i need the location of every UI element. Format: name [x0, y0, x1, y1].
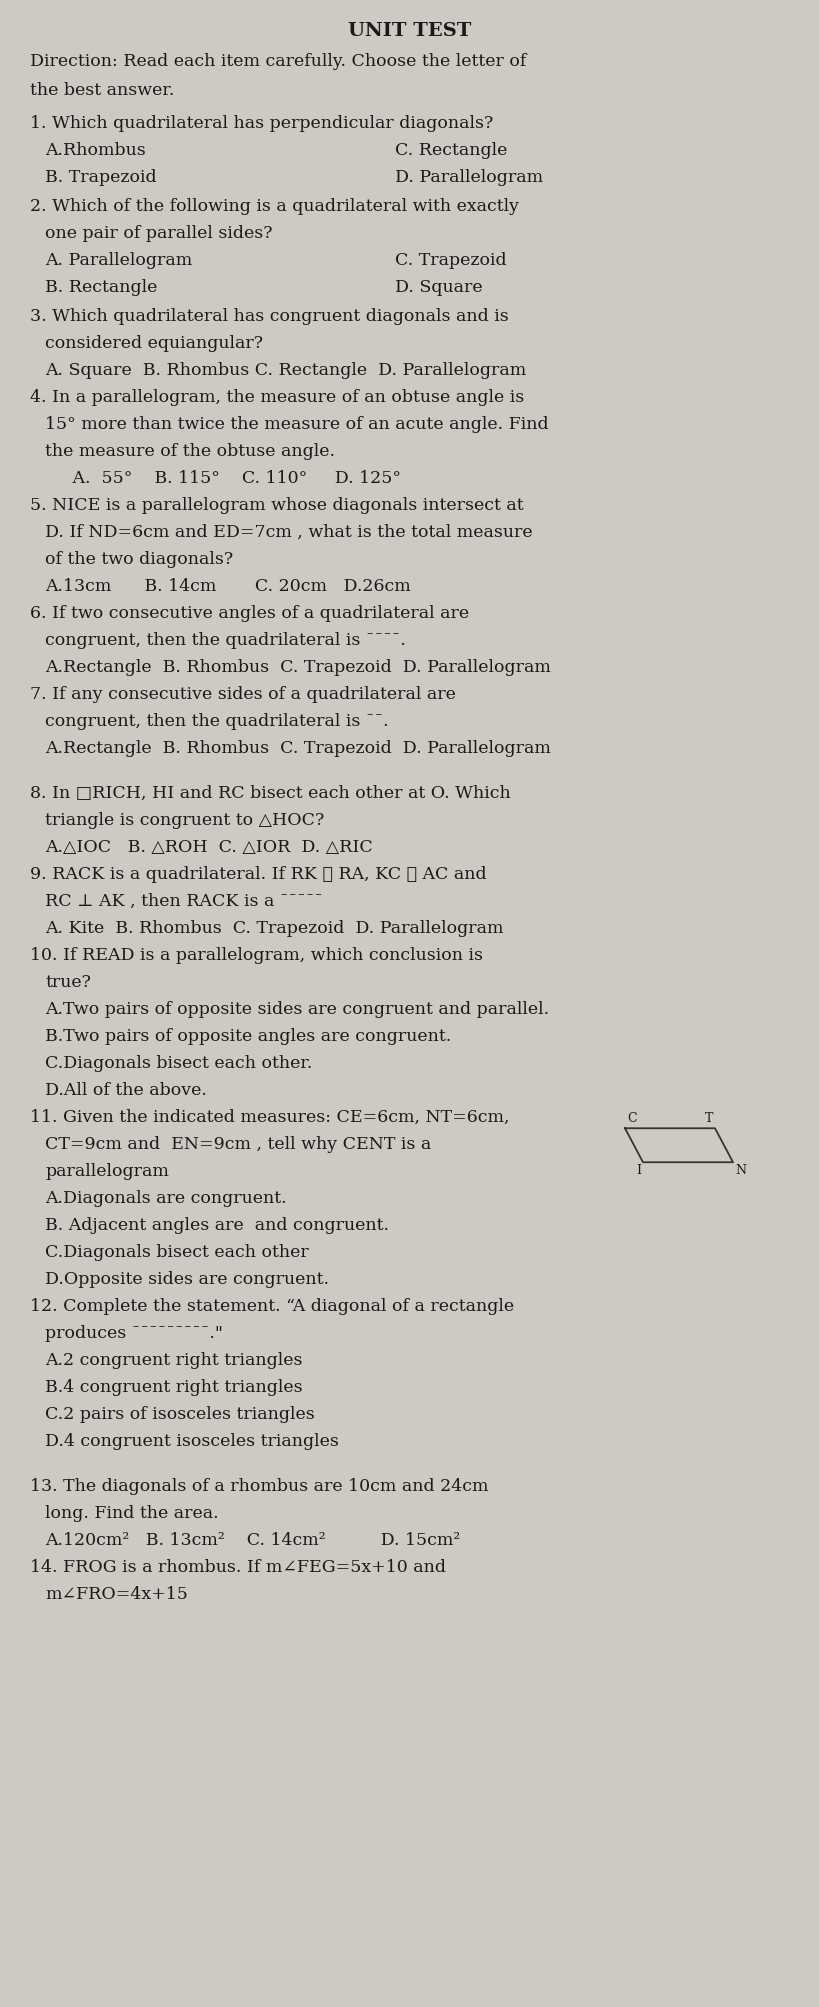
Text: 4. In a parallelogram, the measure of an obtuse angle is: 4. In a parallelogram, the measure of an… [30, 389, 524, 405]
Text: triangle is congruent to △HOC?: triangle is congruent to △HOC? [45, 813, 324, 829]
Text: C.2 pairs of isosceles triangles: C.2 pairs of isosceles triangles [45, 1407, 314, 1423]
Text: one pair of parallel sides?: one pair of parallel sides? [45, 225, 273, 243]
Text: D. Square: D. Square [395, 279, 482, 295]
Text: 12. Complete the statement. “A diagonal of a rectangle: 12. Complete the statement. “A diagonal … [30, 1299, 514, 1315]
Text: congruent, then the quadrilateral is ¯¯¯¯.: congruent, then the quadrilateral is ¯¯¯… [45, 632, 406, 648]
Text: the measure of the obtuse angle.: the measure of the obtuse angle. [45, 444, 335, 460]
Text: D.4 congruent isosceles triangles: D.4 congruent isosceles triangles [45, 1433, 339, 1451]
Text: D.Opposite sides are congruent.: D.Opposite sides are congruent. [45, 1270, 329, 1288]
Text: 1. Which quadrilateral has perpendicular diagonals?: 1. Which quadrilateral has perpendicular… [30, 114, 493, 132]
Text: CT=9cm and  EN=9cm , tell why CENT is a: CT=9cm and EN=9cm , tell why CENT is a [45, 1136, 432, 1154]
Text: 11. Given the indicated measures: CE=6cm, NT=6cm,: 11. Given the indicated measures: CE=6cm… [30, 1110, 509, 1126]
Text: considered equiangular?: considered equiangular? [45, 335, 263, 353]
Text: B. Rectangle: B. Rectangle [45, 279, 157, 295]
Text: 14. FROG is a rhombus. If m∠FEG=5x+10 and: 14. FROG is a rhombus. If m∠FEG=5x+10 an… [30, 1559, 446, 1575]
Text: A.Rhombus: A.Rhombus [45, 142, 146, 159]
Text: produces ¯¯¯¯¯¯¯¯¯.": produces ¯¯¯¯¯¯¯¯¯." [45, 1325, 223, 1343]
Text: RC ⊥ AK , then RACK is a ¯¯¯¯¯: RC ⊥ AK , then RACK is a ¯¯¯¯¯ [45, 893, 323, 911]
Text: C: C [627, 1112, 636, 1126]
Text: N: N [735, 1164, 746, 1178]
Text: true?: true? [45, 973, 91, 991]
Text: the best answer.: the best answer. [30, 82, 174, 98]
Text: A.Rectangle  B. Rhombus  C. Trapezoid  D. Parallelogram: A.Rectangle B. Rhombus C. Trapezoid D. P… [45, 741, 551, 757]
Text: 9. RACK is a quadrilateral. If RK ≅ RA, KC ≅ AC and: 9. RACK is a quadrilateral. If RK ≅ RA, … [30, 867, 486, 883]
Text: 15° more than twice the measure of an acute angle. Find: 15° more than twice the measure of an ac… [45, 415, 549, 434]
Text: A.13cm      B. 14cm       C. 20cm   D.26cm: A.13cm B. 14cm C. 20cm D.26cm [45, 578, 411, 596]
Text: A.120cm²   B. 13cm²    C. 14cm²          D. 15cm²: A.120cm² B. 13cm² C. 14cm² D. 15cm² [45, 1531, 460, 1549]
Text: A.Rectangle  B. Rhombus  C. Trapezoid  D. Parallelogram: A.Rectangle B. Rhombus C. Trapezoid D. P… [45, 658, 551, 676]
Text: C. Trapezoid: C. Trapezoid [395, 253, 507, 269]
Text: B. Adjacent angles are  and congruent.: B. Adjacent angles are and congruent. [45, 1218, 389, 1234]
Text: of the two diagonals?: of the two diagonals? [45, 552, 233, 568]
Text: C.Diagonals bisect each other.: C.Diagonals bisect each other. [45, 1056, 312, 1072]
Text: long. Find the area.: long. Find the area. [45, 1505, 219, 1521]
Text: A.  55°    B. 115°    C. 110°     D. 125°: A. 55° B. 115° C. 110° D. 125° [45, 470, 401, 488]
Text: B.4 congruent right triangles: B.4 congruent right triangles [45, 1379, 303, 1397]
Text: C. Rectangle: C. Rectangle [395, 142, 508, 159]
Text: A.Two pairs of opposite sides are congruent and parallel.: A.Two pairs of opposite sides are congru… [45, 1001, 549, 1018]
Text: 8. In □RICH, HI and RC bisect each other at O. Which: 8. In □RICH, HI and RC bisect each other… [30, 785, 511, 803]
Text: 6. If two consecutive angles of a quadrilateral are: 6. If two consecutive angles of a quadri… [30, 606, 469, 622]
Text: 10. If READ is a parallelogram, which conclusion is: 10. If READ is a parallelogram, which co… [30, 947, 483, 963]
Text: D. Parallelogram: D. Parallelogram [395, 169, 543, 187]
Text: congruent, then the quadrilateral is ¯¯.: congruent, then the quadrilateral is ¯¯. [45, 712, 389, 731]
Text: A. Parallelogram: A. Parallelogram [45, 253, 192, 269]
Text: B. Trapezoid: B. Trapezoid [45, 169, 156, 187]
Text: m∠FRO=4x+15: m∠FRO=4x+15 [45, 1586, 188, 1604]
Text: UNIT TEST: UNIT TEST [348, 22, 471, 40]
Text: A.△IOC   B. △ROH  C. △IOR  D. △RIC: A.△IOC B. △ROH C. △IOR D. △RIC [45, 839, 373, 857]
Text: 5. NICE is a parallelogram whose diagonals intersect at: 5. NICE is a parallelogram whose diagona… [30, 498, 523, 514]
Text: D.All of the above.: D.All of the above. [45, 1082, 207, 1100]
Text: A.Diagonals are congruent.: A.Diagonals are congruent. [45, 1190, 287, 1208]
Text: 7. If any consecutive sides of a quadrilateral are: 7. If any consecutive sides of a quadril… [30, 686, 456, 702]
Text: 2. Which of the following is a quadrilateral with exactly: 2. Which of the following is a quadrilat… [30, 199, 519, 215]
Text: T: T [704, 1112, 713, 1126]
Text: 13. The diagonals of a rhombus are 10cm and 24cm: 13. The diagonals of a rhombus are 10cm … [30, 1479, 488, 1495]
Text: parallelogram: parallelogram [45, 1164, 169, 1180]
Text: C.Diagonals bisect each other: C.Diagonals bisect each other [45, 1244, 309, 1260]
Text: A.2 congruent right triangles: A.2 congruent right triangles [45, 1353, 302, 1369]
Text: Direction: Read each item carefully. Choose the letter of: Direction: Read each item carefully. Cho… [30, 54, 527, 70]
Text: A. Square  B. Rhombus C. Rectangle  D. Parallelogram: A. Square B. Rhombus C. Rectangle D. Par… [45, 361, 527, 379]
Text: A. Kite  B. Rhombus  C. Trapezoid  D. Parallelogram: A. Kite B. Rhombus C. Trapezoid D. Paral… [45, 921, 504, 937]
Text: I: I [636, 1164, 641, 1178]
Text: B.Two pairs of opposite angles are congruent.: B.Two pairs of opposite angles are congr… [45, 1028, 451, 1046]
Text: 3. Which quadrilateral has congruent diagonals and is: 3. Which quadrilateral has congruent dia… [30, 309, 509, 325]
Text: D. If ND=6cm and ED=7cm , what is the total measure: D. If ND=6cm and ED=7cm , what is the to… [45, 524, 532, 542]
